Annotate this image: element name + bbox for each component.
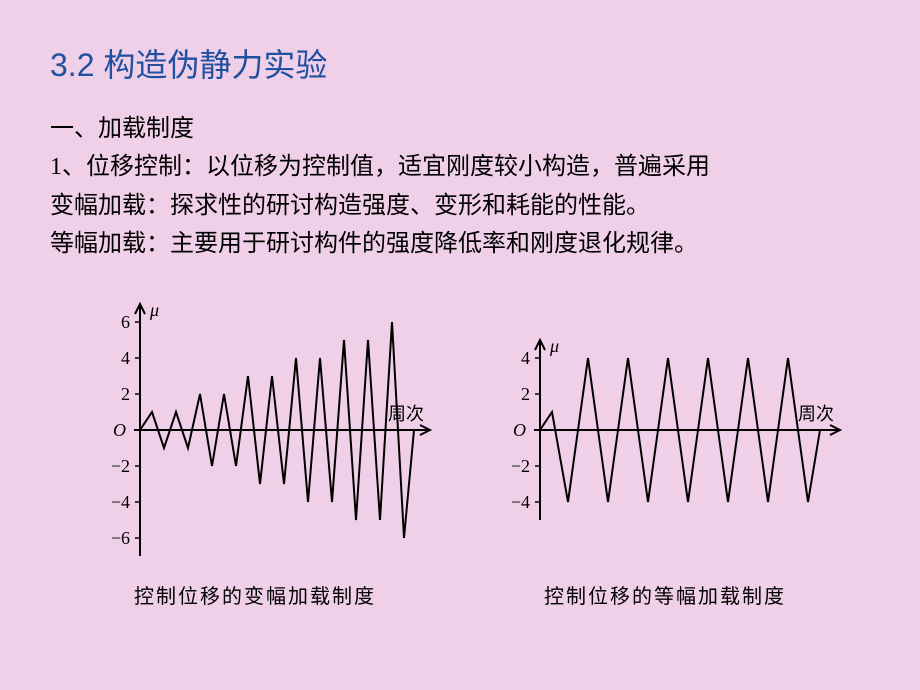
chart-right-caption: 控制位移的等幅加载制度 bbox=[544, 580, 786, 609]
svg-text:−2: −2 bbox=[511, 456, 530, 476]
svg-text:2: 2 bbox=[121, 384, 130, 404]
svg-text:μ: μ bbox=[149, 300, 159, 320]
svg-text:μ: μ bbox=[549, 336, 559, 356]
line-2: 1、位移控制：以位移为控制值，适宜刚度较小构造，普遍采用 bbox=[50, 148, 870, 186]
svg-text:−4: −4 bbox=[511, 492, 530, 512]
line-1: 一、加载制度 bbox=[50, 110, 870, 148]
svg-text:2: 2 bbox=[521, 384, 530, 404]
line-4: 等幅加载：主要用于研讨构件的强度降低率和刚度退化规律。 bbox=[50, 225, 870, 263]
chart-right: 4 2 −2 −4 Oμ 周次 控制位移的等幅加载制度 bbox=[480, 280, 850, 609]
body-text: 一、加载制度 1、位移控制：以位移为控制值，适宜刚度较小构造，普遍采用 变幅加载… bbox=[50, 110, 870, 264]
svg-text:−4: −4 bbox=[111, 492, 130, 512]
svg-text:4: 4 bbox=[521, 348, 530, 368]
svg-text:周次: 周次 bbox=[798, 404, 834, 424]
svg-text:4: 4 bbox=[121, 348, 130, 368]
svg-text:O: O bbox=[113, 420, 126, 440]
svg-text:−2: −2 bbox=[111, 456, 130, 476]
svg-text:周次: 周次 bbox=[388, 404, 424, 424]
svg-text:6: 6 bbox=[121, 312, 130, 332]
chart-left-caption: 控制位移的变幅加载制度 bbox=[134, 580, 376, 609]
chart-right-svg: 4 2 −2 −4 Oμ 周次 bbox=[480, 280, 850, 570]
svg-text:−6: −6 bbox=[111, 528, 130, 548]
chart-left: 6 4 2 −2 −4 −6 Oμ 周次 控制位移的变幅加载制度 bbox=[70, 280, 440, 609]
section-title: 3.2 构造伪静力实验 bbox=[50, 40, 870, 86]
svg-text:O: O bbox=[513, 420, 526, 440]
chart-left-svg: 6 4 2 −2 −4 −6 Oμ 周次 bbox=[70, 280, 440, 570]
line-3: 变幅加载：探求性的研讨构造强度、变形和耗能的性能。 bbox=[50, 187, 870, 225]
charts-row: 6 4 2 −2 −4 −6 Oμ 周次 控制位移的变幅加载制度 4 2 −2 −4 Oμ 周次 控制位… bbox=[50, 280, 870, 609]
